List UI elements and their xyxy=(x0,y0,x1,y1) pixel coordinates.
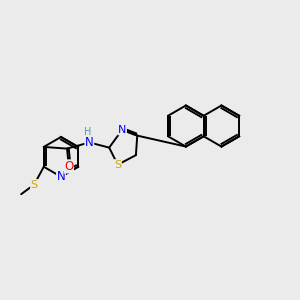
Text: N: N xyxy=(85,136,94,149)
Text: H: H xyxy=(84,127,91,136)
Text: N: N xyxy=(118,125,126,135)
Text: N: N xyxy=(57,170,65,183)
Text: S: S xyxy=(114,160,121,170)
Text: S: S xyxy=(31,180,38,190)
Text: O: O xyxy=(64,160,74,173)
